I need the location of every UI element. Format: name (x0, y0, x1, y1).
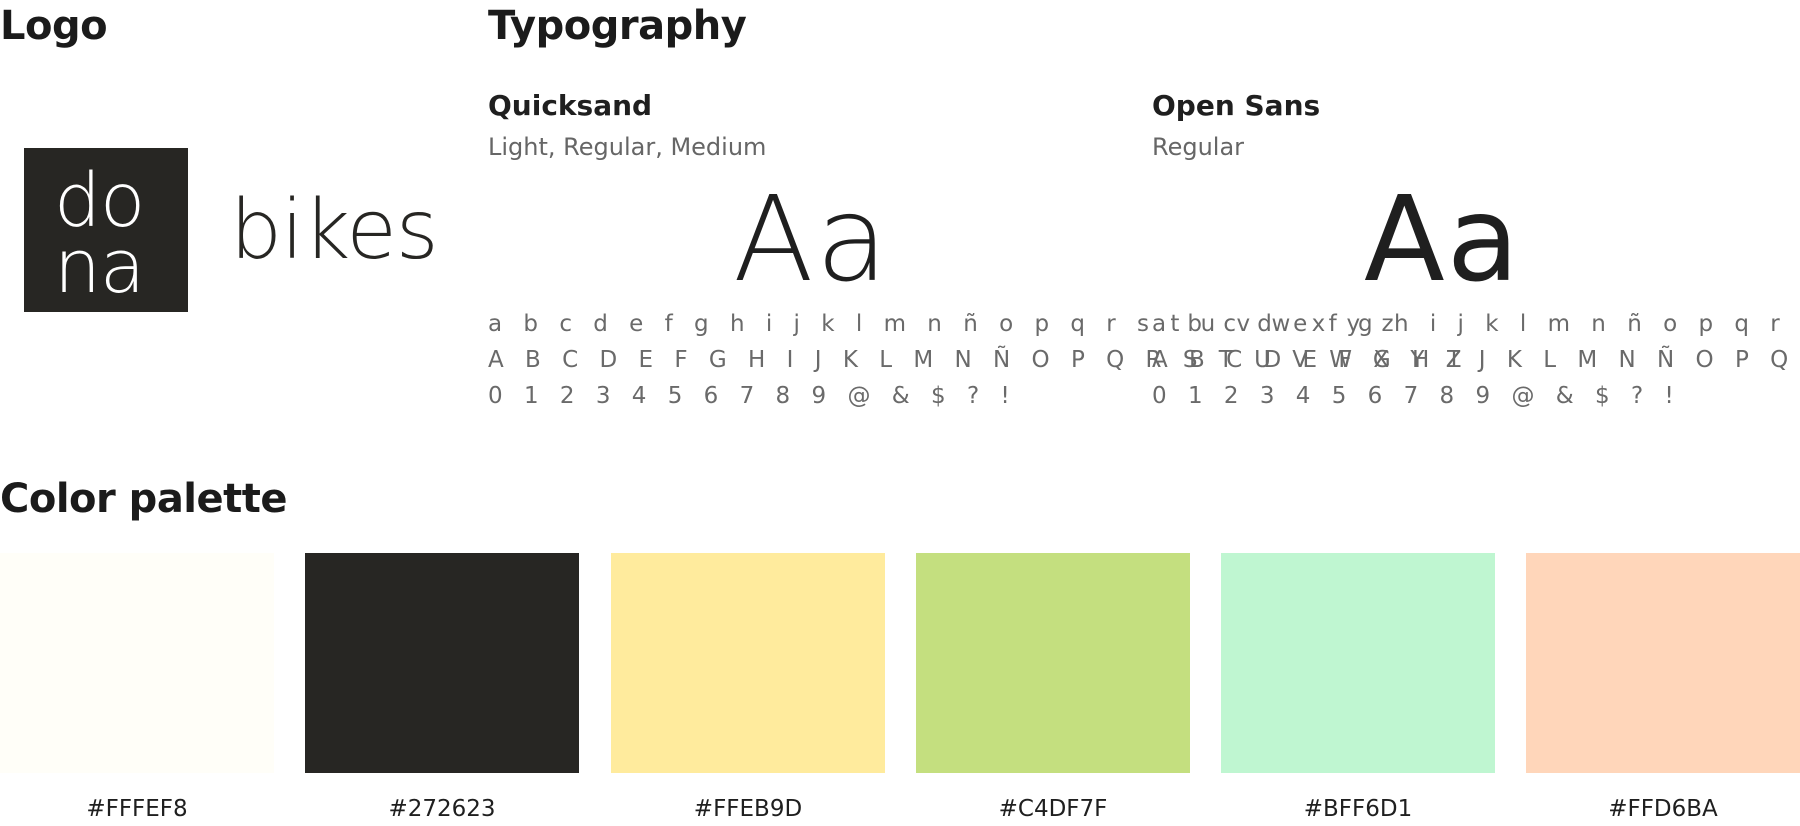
logo-mark-line-1: do (54, 158, 145, 244)
color-hex-label: #FFFEF8 (86, 796, 188, 822)
font-sample-quicksand: Aa (733, 170, 891, 308)
color-swatch (0, 553, 274, 773)
glyphs-numbers-open-sans: 0 1 2 3 4 5 6 7 8 9 @ & $ ? ! (1152, 383, 1681, 409)
color-hex-label: #FFD6BA (1608, 796, 1718, 822)
color-hex-label: #FFEB9D (693, 796, 803, 822)
color-swatch (1526, 553, 1800, 773)
font-weights-open-sans: Regular (1152, 133, 1245, 161)
glyphs-lowercase-open-sans: a b c d e f g h i j k l m n ñ o p q r s … (1152, 311, 1800, 337)
color-hex-label: #C4DF7F (998, 796, 1108, 822)
logo-mark: do na (24, 148, 188, 312)
color-swatch (916, 553, 1190, 773)
glyphs-lowercase-quicksand: a b c d e f g h i j k l m n ñ o p q r s … (488, 311, 1401, 337)
logo-wordmark: bikes (230, 183, 439, 278)
typography-section-title: Typography (488, 3, 747, 49)
font-sample-open-sans: Aa (1364, 170, 1522, 308)
glyphs-numbers-quicksand: 0 1 2 3 4 5 6 7 8 9 @ & $ ? ! (488, 383, 1017, 409)
font-name-quicksand: Quicksand (488, 89, 653, 122)
font-name-open-sans: Open Sans (1152, 89, 1321, 122)
logo-section-title: Logo (0, 3, 108, 49)
color-swatch (1221, 553, 1495, 773)
color-hex-label: #BFF6D1 (1303, 796, 1413, 822)
glyphs-uppercase-quicksand: A B C D E F G H I J K L M N Ñ O P Q R S … (488, 347, 1469, 373)
font-weights-quicksand: Light, Regular, Medium (488, 133, 767, 161)
color-hex-label: #272623 (388, 796, 496, 822)
glyphs-uppercase-open-sans: A B C D E F G H I J K L M N Ñ O P Q R S … (1152, 347, 1800, 373)
logo-mark-line-2: na (54, 224, 145, 310)
color-swatch (611, 553, 885, 773)
color-swatch (305, 553, 579, 773)
palette-section-title: Color palette (0, 476, 288, 522)
